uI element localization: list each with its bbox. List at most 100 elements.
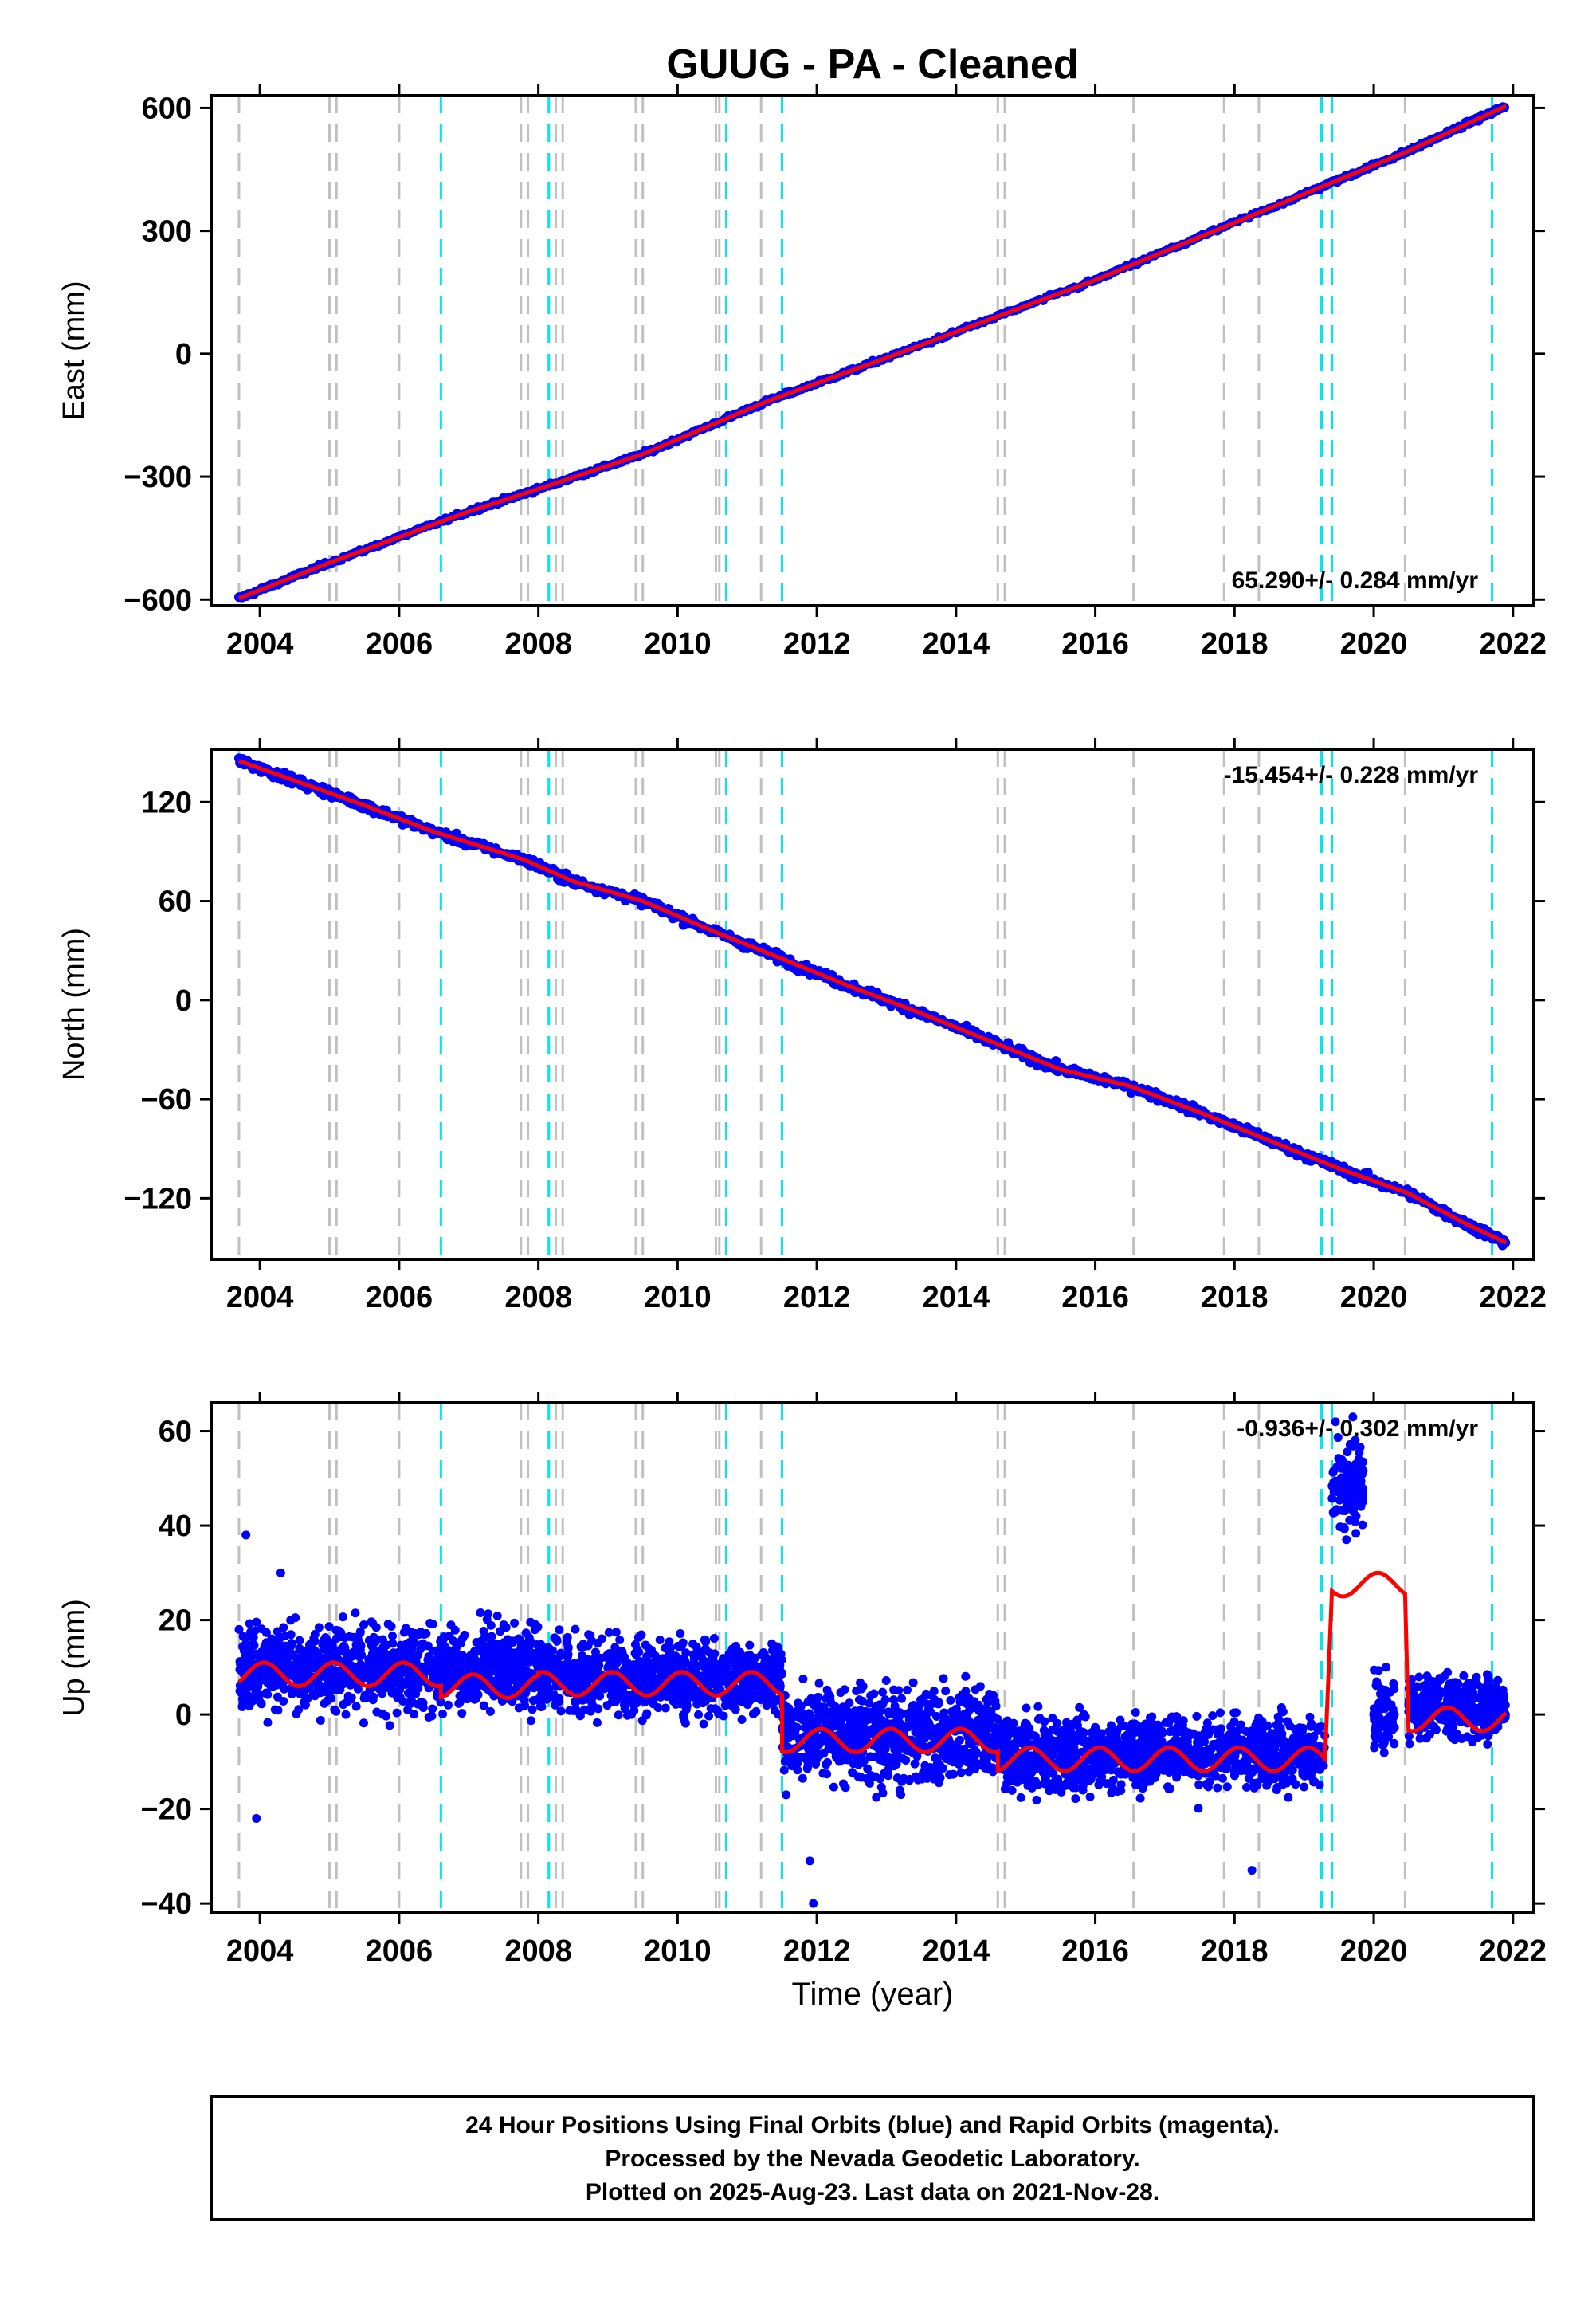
x-tick-label: 2014 <box>923 1281 990 1314</box>
data-point <box>565 1666 574 1675</box>
data-point <box>869 1689 879 1698</box>
data-point <box>691 1687 700 1696</box>
data-point <box>763 1667 773 1676</box>
data-point <box>815 1750 825 1760</box>
data-point <box>439 1659 449 1669</box>
data-point <box>310 1691 320 1701</box>
data-point <box>593 1661 602 1671</box>
data-point <box>261 1688 271 1698</box>
data-point <box>409 1636 418 1646</box>
data-point <box>552 1694 562 1704</box>
data-point <box>719 1711 728 1721</box>
data-point <box>254 1677 264 1687</box>
data-point <box>692 1699 702 1709</box>
data-point <box>701 1636 711 1645</box>
data-point <box>916 1701 925 1710</box>
data-point <box>645 1669 654 1679</box>
data-point <box>273 1692 283 1702</box>
data-point <box>261 1628 271 1637</box>
data-point <box>327 1668 337 1678</box>
data-point <box>590 1652 600 1662</box>
data-point <box>594 1704 603 1714</box>
data-point <box>340 1643 350 1652</box>
data-point <box>802 1712 812 1722</box>
data-point <box>892 1713 902 1722</box>
data-point <box>359 1718 369 1728</box>
data-point <box>896 1790 906 1800</box>
data-point <box>779 1765 789 1775</box>
data-point <box>263 1718 273 1727</box>
data-point <box>407 1652 417 1662</box>
data-point <box>616 1683 625 1692</box>
data-point <box>773 1643 782 1652</box>
data-point <box>460 1630 469 1640</box>
data-point <box>814 1711 824 1721</box>
data-point <box>955 1750 964 1760</box>
data-point <box>327 1645 337 1655</box>
data-point <box>939 1708 949 1718</box>
x-tick-label: 2016 <box>1061 1281 1129 1314</box>
data-point <box>971 1702 980 1711</box>
data-point <box>944 1750 954 1760</box>
data-point <box>327 1694 336 1703</box>
data-point <box>489 1666 499 1675</box>
x-tick-label: 2020 <box>1340 627 1408 661</box>
data-point <box>438 1672 448 1682</box>
data-point <box>681 1689 691 1698</box>
x-tick-label: 2016 <box>1061 627 1129 661</box>
data-point <box>866 1771 876 1781</box>
data-point <box>973 1715 982 1725</box>
data-point <box>257 1699 266 1709</box>
data-point <box>786 1707 796 1717</box>
x-tick-label: 2022 <box>1480 1281 1547 1314</box>
x-tick-label: 2022 <box>1480 627 1547 661</box>
data-point <box>431 1659 441 1668</box>
data-point <box>484 1609 493 1619</box>
data-point <box>923 1716 932 1726</box>
data-point <box>423 1655 433 1665</box>
data-point <box>670 1684 680 1694</box>
data-point <box>908 1678 918 1687</box>
x-tick-label: 2010 <box>644 1281 712 1314</box>
data-point <box>748 1710 758 1719</box>
data-point <box>386 1622 396 1632</box>
data-point <box>443 1700 453 1710</box>
data-point <box>760 1657 770 1667</box>
data-point <box>535 1681 544 1691</box>
data-point <box>310 1629 320 1639</box>
data-point <box>911 1727 920 1737</box>
data-point <box>845 1729 855 1738</box>
rate-label: 65.290+/- 0.284 mm/yr <box>1232 567 1479 594</box>
y-tick-label: −300 <box>124 461 192 494</box>
data-point <box>571 1624 580 1634</box>
data-point <box>983 1718 993 1728</box>
data-point <box>524 1641 534 1651</box>
data-point <box>401 1644 410 1654</box>
data-point <box>395 1693 405 1702</box>
data-point <box>954 1760 963 1769</box>
data-point <box>292 1709 301 1718</box>
data-point <box>878 1687 888 1697</box>
data-point <box>382 1657 392 1667</box>
data-point <box>597 1634 606 1643</box>
data-point <box>355 1627 365 1636</box>
data-point <box>587 1636 597 1646</box>
data-point <box>1135 1793 1145 1803</box>
data-point <box>575 1711 585 1721</box>
data-point <box>485 1706 495 1716</box>
data-point <box>619 1700 629 1710</box>
data-point <box>932 1759 942 1769</box>
data-point <box>391 1675 401 1685</box>
data-point <box>324 1686 333 1695</box>
data-point <box>681 1648 691 1658</box>
data-point <box>314 1651 324 1661</box>
data-point <box>853 1720 863 1730</box>
data-point <box>669 1696 678 1706</box>
data-point <box>504 1645 513 1655</box>
data-point <box>826 1715 836 1725</box>
data-point <box>946 1695 955 1705</box>
data-point <box>850 1710 860 1720</box>
data-point <box>512 1675 522 1684</box>
data-point <box>782 1790 791 1800</box>
